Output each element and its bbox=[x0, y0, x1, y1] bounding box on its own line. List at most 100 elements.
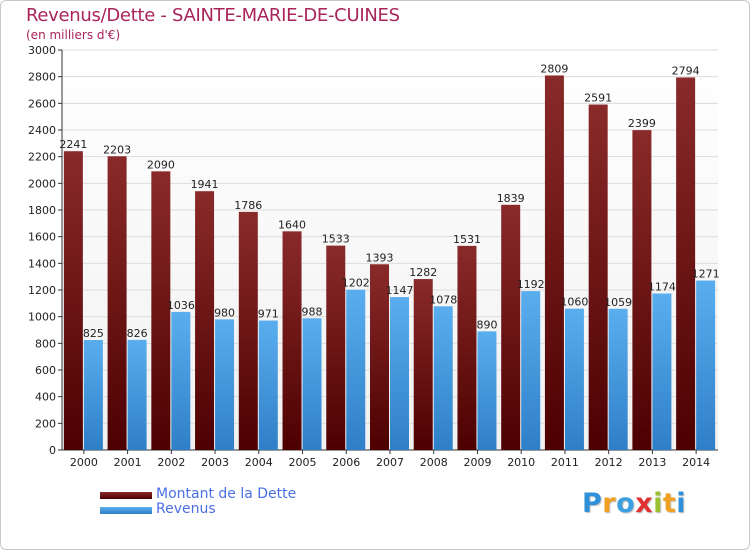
x-tick-label: 2012 bbox=[595, 456, 623, 469]
y-tick-label: 1800 bbox=[28, 204, 56, 217]
x-tick-label: 2014 bbox=[682, 456, 710, 469]
legend-label-dette: Montant de la Dette bbox=[156, 486, 297, 502]
bar-dette bbox=[238, 211, 258, 450]
data-label-dette: 1786 bbox=[234, 199, 262, 212]
legend-swatch-revenus bbox=[100, 507, 152, 514]
data-label-revenus: 1192 bbox=[517, 278, 545, 291]
data-label-dette: 2794 bbox=[672, 64, 700, 77]
bar-dette bbox=[107, 156, 127, 450]
x-tick-label: 2011 bbox=[551, 456, 579, 469]
data-label-revenus: 825 bbox=[83, 327, 104, 340]
logo-letter: x bbox=[635, 488, 654, 519]
data-label-dette: 1531 bbox=[453, 233, 481, 246]
bar-revenus bbox=[302, 318, 322, 450]
data-label-dette: 1839 bbox=[497, 192, 525, 205]
bar-dette bbox=[63, 151, 83, 450]
y-tick-label: 1600 bbox=[28, 231, 56, 244]
bar-revenus bbox=[477, 331, 497, 450]
data-label-dette: 2591 bbox=[584, 92, 612, 105]
y-tick-label: 2400 bbox=[28, 124, 56, 137]
logo-letter: P bbox=[582, 488, 603, 519]
y-tick-label: 1200 bbox=[28, 284, 56, 297]
data-label-dette: 2399 bbox=[628, 117, 656, 130]
y-tick-label: 1400 bbox=[28, 257, 56, 270]
data-label-revenus: 1202 bbox=[342, 277, 370, 290]
bar-revenus bbox=[346, 289, 366, 450]
data-label-dette: 2090 bbox=[147, 158, 175, 171]
y-tick-label: 2800 bbox=[28, 71, 56, 84]
legend-label-revenus: Revenus bbox=[156, 501, 216, 517]
bar-dette bbox=[588, 104, 608, 451]
bar-revenus bbox=[171, 311, 191, 450]
data-label-revenus: 890 bbox=[476, 318, 497, 331]
data-label-revenus: 1060 bbox=[560, 296, 588, 309]
bar-dette bbox=[676, 77, 696, 450]
bar-revenus bbox=[258, 320, 278, 450]
y-tick-label: 800 bbox=[35, 337, 56, 350]
bar-revenus bbox=[608, 308, 628, 450]
x-tick-label: 2002 bbox=[157, 456, 185, 469]
bar-revenus bbox=[696, 280, 716, 450]
data-label-revenus: 1036 bbox=[167, 299, 195, 312]
data-label-revenus: 1271 bbox=[692, 268, 720, 281]
bar-revenus bbox=[215, 319, 235, 450]
logo-letter: i bbox=[653, 488, 663, 519]
y-tick-label: 1000 bbox=[28, 311, 56, 324]
x-tick-label: 2000 bbox=[70, 456, 98, 469]
data-label-revenus: 988 bbox=[302, 305, 323, 318]
x-tick-label: 2008 bbox=[420, 456, 448, 469]
y-tick-label: 2200 bbox=[28, 151, 56, 164]
proxiti-logo: Proxiti bbox=[582, 488, 686, 519]
logo-letter: o bbox=[616, 488, 636, 519]
bar-revenus bbox=[83, 340, 103, 450]
chart-subtitle: (en milliers d'€) bbox=[26, 28, 121, 42]
data-label-dette: 2241 bbox=[59, 138, 87, 151]
data-label-revenus: 1174 bbox=[648, 280, 676, 293]
x-tick-label: 2003 bbox=[201, 456, 229, 469]
data-label-revenus: 1078 bbox=[429, 293, 457, 306]
data-label-dette: 1393 bbox=[366, 251, 394, 264]
y-tick-label: 2000 bbox=[28, 177, 56, 190]
bar-revenus bbox=[127, 339, 147, 450]
y-tick-label: 200 bbox=[35, 417, 56, 430]
data-label-dette: 1282 bbox=[409, 266, 437, 279]
bar-dette bbox=[195, 191, 215, 450]
chart-title: Revenus/Dette - SAINTE-MARIE-DE-CUINES bbox=[26, 5, 400, 26]
bar-dette bbox=[326, 245, 346, 450]
y-tick-label: 3000 bbox=[28, 44, 56, 57]
bar-revenus bbox=[390, 297, 409, 450]
bar-dette bbox=[501, 204, 521, 450]
data-label-dette: 1941 bbox=[191, 178, 219, 191]
data-label-revenus: 826 bbox=[127, 327, 148, 340]
logo-letter: r bbox=[602, 488, 617, 519]
bar-dette bbox=[151, 171, 171, 451]
y-tick-label: 400 bbox=[35, 391, 56, 404]
x-tick-label: 2010 bbox=[507, 456, 535, 469]
logo-letter: t bbox=[662, 488, 677, 519]
bar-dette bbox=[457, 245, 477, 450]
bar-revenus bbox=[652, 293, 672, 450]
bar-revenus bbox=[433, 306, 453, 450]
y-tick-label: 2600 bbox=[28, 97, 56, 110]
data-label-dette: 1640 bbox=[278, 218, 306, 231]
data-label-dette: 2203 bbox=[103, 143, 131, 156]
x-tick-label: 2001 bbox=[114, 456, 142, 469]
bar-dette bbox=[282, 231, 302, 450]
bar-dette bbox=[632, 130, 652, 450]
bar-dette bbox=[413, 279, 433, 450]
x-tick-label: 2005 bbox=[289, 456, 317, 469]
bar-dette bbox=[544, 75, 564, 450]
x-tick-label: 2004 bbox=[245, 456, 273, 469]
data-label-revenus: 1059 bbox=[604, 296, 632, 309]
x-tick-label: 2007 bbox=[376, 456, 404, 469]
bar-dette bbox=[370, 264, 389, 450]
x-tick-label: 2009 bbox=[463, 456, 491, 469]
logo-letter: i bbox=[676, 488, 687, 519]
data-label-dette: 1533 bbox=[322, 233, 350, 246]
data-label-revenus: 971 bbox=[258, 308, 279, 321]
bar-revenus bbox=[521, 291, 541, 450]
y-tick-label: 0 bbox=[49, 444, 56, 457]
x-tick-label: 2013 bbox=[638, 456, 666, 469]
legend-swatch-dette bbox=[100, 492, 152, 499]
